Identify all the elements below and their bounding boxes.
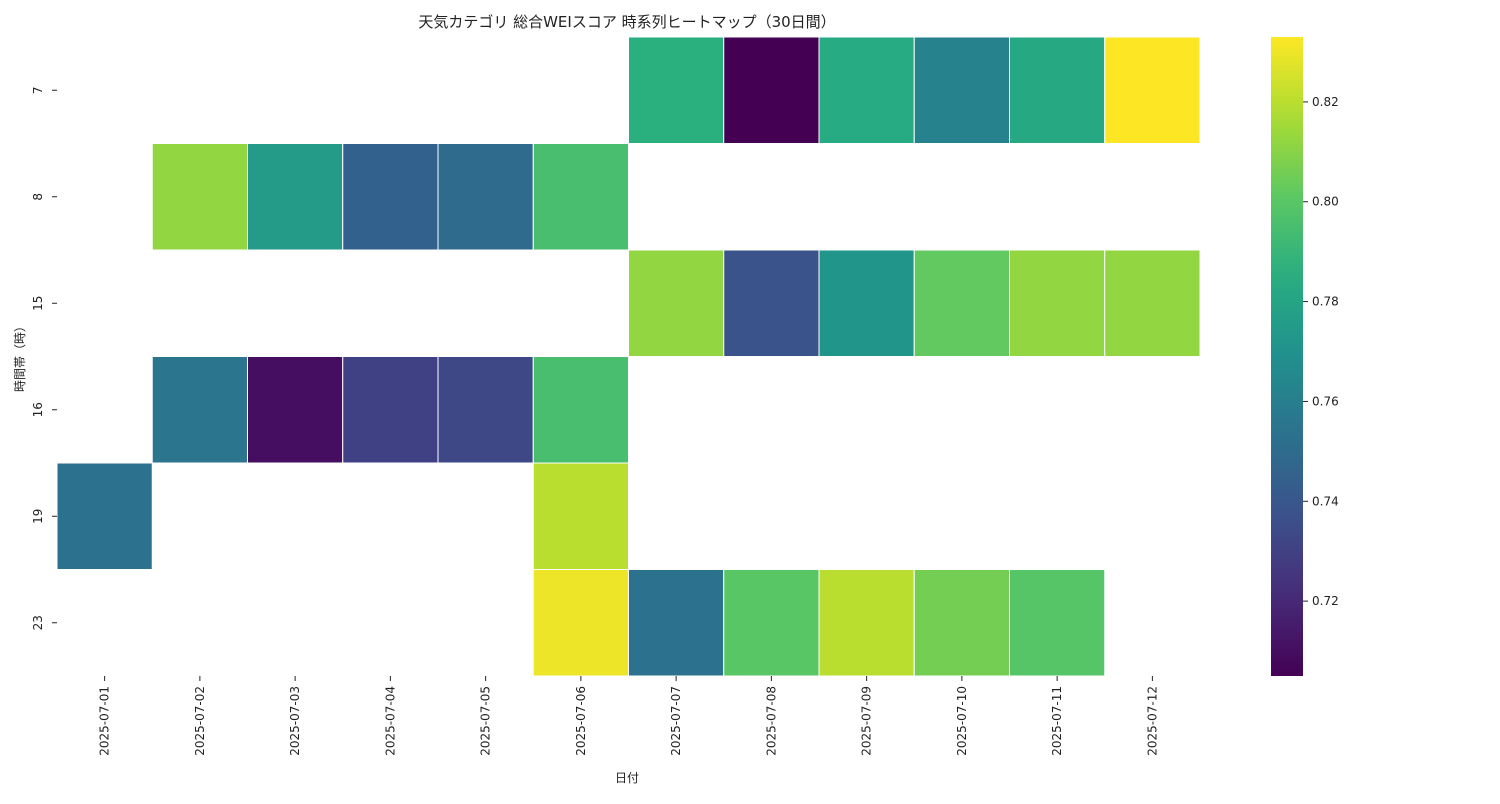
chart-title: 天気カテゴリ 総合WEIスコア 時系列ヒートマップ（30日間） xyxy=(418,13,835,31)
x-tick-label: 2025-07-10 xyxy=(955,686,969,756)
y-tick-label: 8 xyxy=(31,193,45,201)
y-tick-label: 7 xyxy=(31,86,45,94)
heatmap-cells xyxy=(56,36,1201,677)
heatmap-cell xyxy=(532,569,629,677)
heatmap-cell xyxy=(532,143,629,251)
x-tick-label: 2025-07-08 xyxy=(764,686,778,756)
heatmap-cell xyxy=(247,143,344,251)
colorbar-tick-label: 0.82 xyxy=(1312,95,1339,109)
heatmap-cell xyxy=(151,356,248,464)
colorbar-tick-label: 0.76 xyxy=(1312,394,1339,408)
heatmap-cell xyxy=(818,36,915,144)
heatmap-cell xyxy=(532,462,629,570)
colorbar-gradient xyxy=(1271,37,1303,676)
heatmap-cell xyxy=(532,356,629,464)
heatmap-cell xyxy=(628,36,725,144)
heatmap-cell xyxy=(818,569,915,677)
x-tick-label: 2025-07-11 xyxy=(1050,686,1064,756)
colorbar-tick-label: 0.78 xyxy=(1312,295,1339,309)
heatmap-cell xyxy=(1104,249,1201,357)
heatmap-cell xyxy=(1009,569,1106,677)
y-tick-label: 19 xyxy=(31,509,45,524)
heatmap-cell xyxy=(723,249,820,357)
colorbar-tick-label: 0.80 xyxy=(1312,195,1339,209)
colorbar: 0.72 0.74 0.76 0.78 0.80 0.82 xyxy=(1271,37,1339,676)
x-tick-label: 2025-07-05 xyxy=(479,686,493,756)
heatmap-cell xyxy=(818,249,915,357)
x-tick-label: 2025-07-02 xyxy=(193,686,207,756)
heatmap-cell xyxy=(628,249,725,357)
heatmap-cell xyxy=(342,143,439,251)
heatmap-cell xyxy=(913,36,1010,144)
colorbar-tick-label: 0.72 xyxy=(1312,594,1339,608)
heatmap-cell xyxy=(1009,249,1106,357)
y-tick-label: 15 xyxy=(31,296,45,311)
colorbar-tick-label: 0.74 xyxy=(1312,494,1339,508)
x-tick-label: 2025-07-07 xyxy=(669,686,683,756)
x-tick-label: 2025-07-06 xyxy=(574,686,588,756)
x-axis-label: 日付 xyxy=(615,771,639,785)
x-tick-label: 2025-07-12 xyxy=(1145,686,1159,756)
heatmap-cell xyxy=(1104,36,1201,144)
x-tick-label: 2025-07-04 xyxy=(383,686,397,756)
heatmap-cell xyxy=(1009,36,1106,144)
heatmap-cell xyxy=(723,569,820,677)
x-axis: 2025-07-01 2025-07-02 2025-07-03 2025-07-04… xyxy=(98,676,1159,756)
x-tick-label: 2025-07-03 xyxy=(288,686,302,756)
y-axis: 7 8 15 16 19 23 xyxy=(31,86,57,630)
heatmap-cell xyxy=(913,569,1010,677)
heatmap-cell xyxy=(342,356,439,464)
heatmap-cell xyxy=(56,462,153,570)
y-axis-label: 時間帯（時） xyxy=(13,320,27,392)
heatmap-cell xyxy=(437,356,534,464)
heatmap-cell xyxy=(628,569,725,677)
heatmap-cell xyxy=(151,143,248,251)
x-tick-label: 2025-07-09 xyxy=(860,686,874,756)
y-tick-label: 23 xyxy=(31,615,45,630)
x-tick-label: 2025-07-01 xyxy=(98,686,112,756)
heatmap-cell xyxy=(247,356,344,464)
y-tick-label: 16 xyxy=(31,402,45,417)
heatmap-cell xyxy=(723,36,820,144)
heatmap-cell xyxy=(437,143,534,251)
heatmap-cell xyxy=(913,249,1010,357)
